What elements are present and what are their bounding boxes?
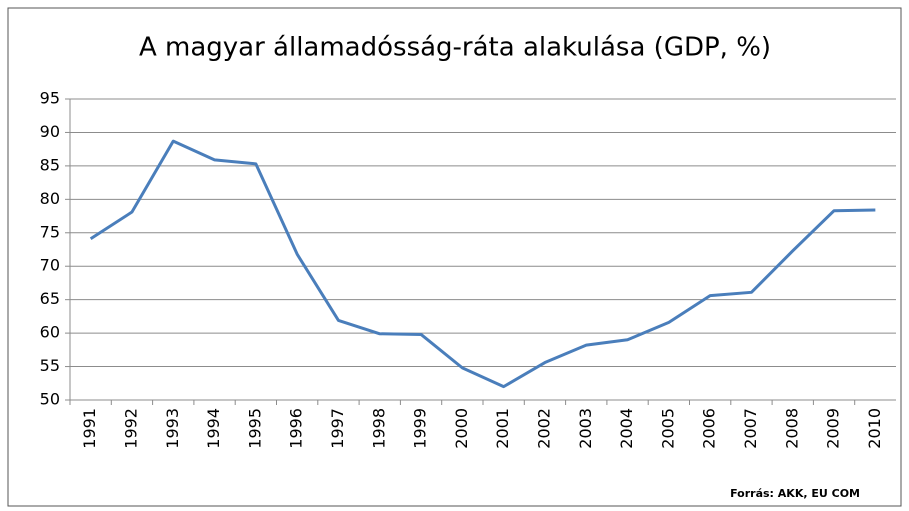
y-tick-label: 75 — [40, 222, 60, 241]
x-tick-label: 1998 — [369, 408, 388, 449]
y-tick-label: 90 — [40, 122, 60, 141]
x-tick-label: 2000 — [452, 408, 471, 449]
y-tick-label: 70 — [40, 256, 60, 275]
x-tick-label: 1994 — [204, 408, 223, 449]
x-tick-label: 2002 — [534, 408, 553, 449]
x-tick-label: 2006 — [700, 408, 719, 449]
x-tick-label: 2008 — [782, 408, 801, 449]
x-tick-label: 2010 — [865, 408, 884, 449]
x-tick-label: 1997 — [328, 408, 347, 449]
x-tick-label: 2007 — [741, 408, 760, 449]
y-tick-label: 55 — [40, 356, 60, 375]
x-tick-label: 1999 — [411, 408, 430, 449]
x-tick-label: 2009 — [824, 408, 843, 449]
source-note: Forrás: AKK, EU COM — [730, 487, 860, 500]
y-tick-label: 80 — [40, 189, 60, 208]
chart-title: A magyar államadósság-ráta alakulása (GD… — [139, 33, 771, 63]
x-tick-label: 2001 — [493, 408, 512, 449]
y-tick-label: 50 — [40, 390, 60, 409]
y-tick-label: 95 — [40, 89, 60, 108]
x-tick-label: 1991 — [80, 408, 99, 449]
x-tick-label: 1992 — [121, 408, 140, 449]
x-tick-label: 2005 — [658, 408, 677, 449]
x-tick-label: 1993 — [163, 408, 182, 449]
data-line — [89, 139, 876, 389]
x-tick-label: 2003 — [576, 408, 595, 449]
y-tick-label: 60 — [40, 323, 60, 342]
x-tick-label: 2004 — [617, 408, 636, 449]
y-tick-label: 65 — [40, 289, 60, 308]
chart-frame — [7, 7, 902, 507]
x-tick-label: 1995 — [245, 408, 264, 449]
y-tick-label: 85 — [40, 155, 60, 174]
x-tick-label: 1996 — [287, 408, 306, 449]
